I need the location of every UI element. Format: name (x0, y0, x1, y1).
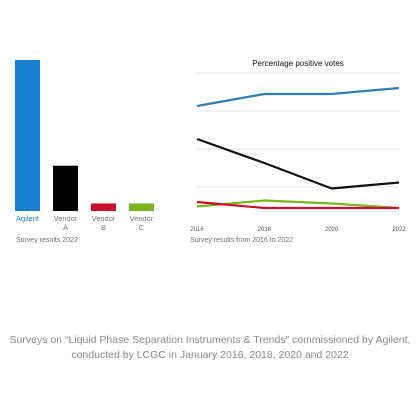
series-line-1 (196, 86, 400, 108)
bar-label-vendor-a-line-2: A (63, 223, 68, 232)
bar-vendor-a (53, 165, 78, 211)
footnote-line-1: Surveys on “Liquid Phase Separation Inst… (9, 334, 411, 346)
x-tick-label: 2016 (190, 227, 204, 233)
series-line-2 (196, 137, 400, 190)
bar-label-vendor-a-line-1: Vendor (54, 214, 78, 223)
bar-vendor-b (91, 203, 116, 211)
bar-label-vendor-b-line-2: B (101, 223, 106, 232)
series-line-3 (196, 199, 400, 210)
line-chart-caption: Survey results from 2016 to 2022 (190, 237, 294, 244)
line-chart-title: Percentage positive votes (252, 59, 344, 68)
x-tick-label: 2022 (392, 227, 406, 233)
x-tick-label: 2020 (325, 227, 339, 233)
bar-chart-caption: Survey results 2022 (16, 237, 78, 244)
bar-label-vendor-b-line-1: Vendor (92, 214, 116, 223)
bar-label-agilent: Agilent (16, 214, 40, 223)
bar-agilent (15, 60, 40, 211)
bar-label-vendor-c-line-2: C (139, 223, 145, 232)
bar-label-vendor-c-line-1: Vendor (130, 214, 154, 223)
bar-vendor-c (129, 203, 154, 211)
x-tick-label: 2018 (258, 227, 272, 233)
series-line-4 (196, 200, 399, 210)
footnote-line-2: conducted by LCGC in January 2016, 2018,… (71, 349, 349, 361)
